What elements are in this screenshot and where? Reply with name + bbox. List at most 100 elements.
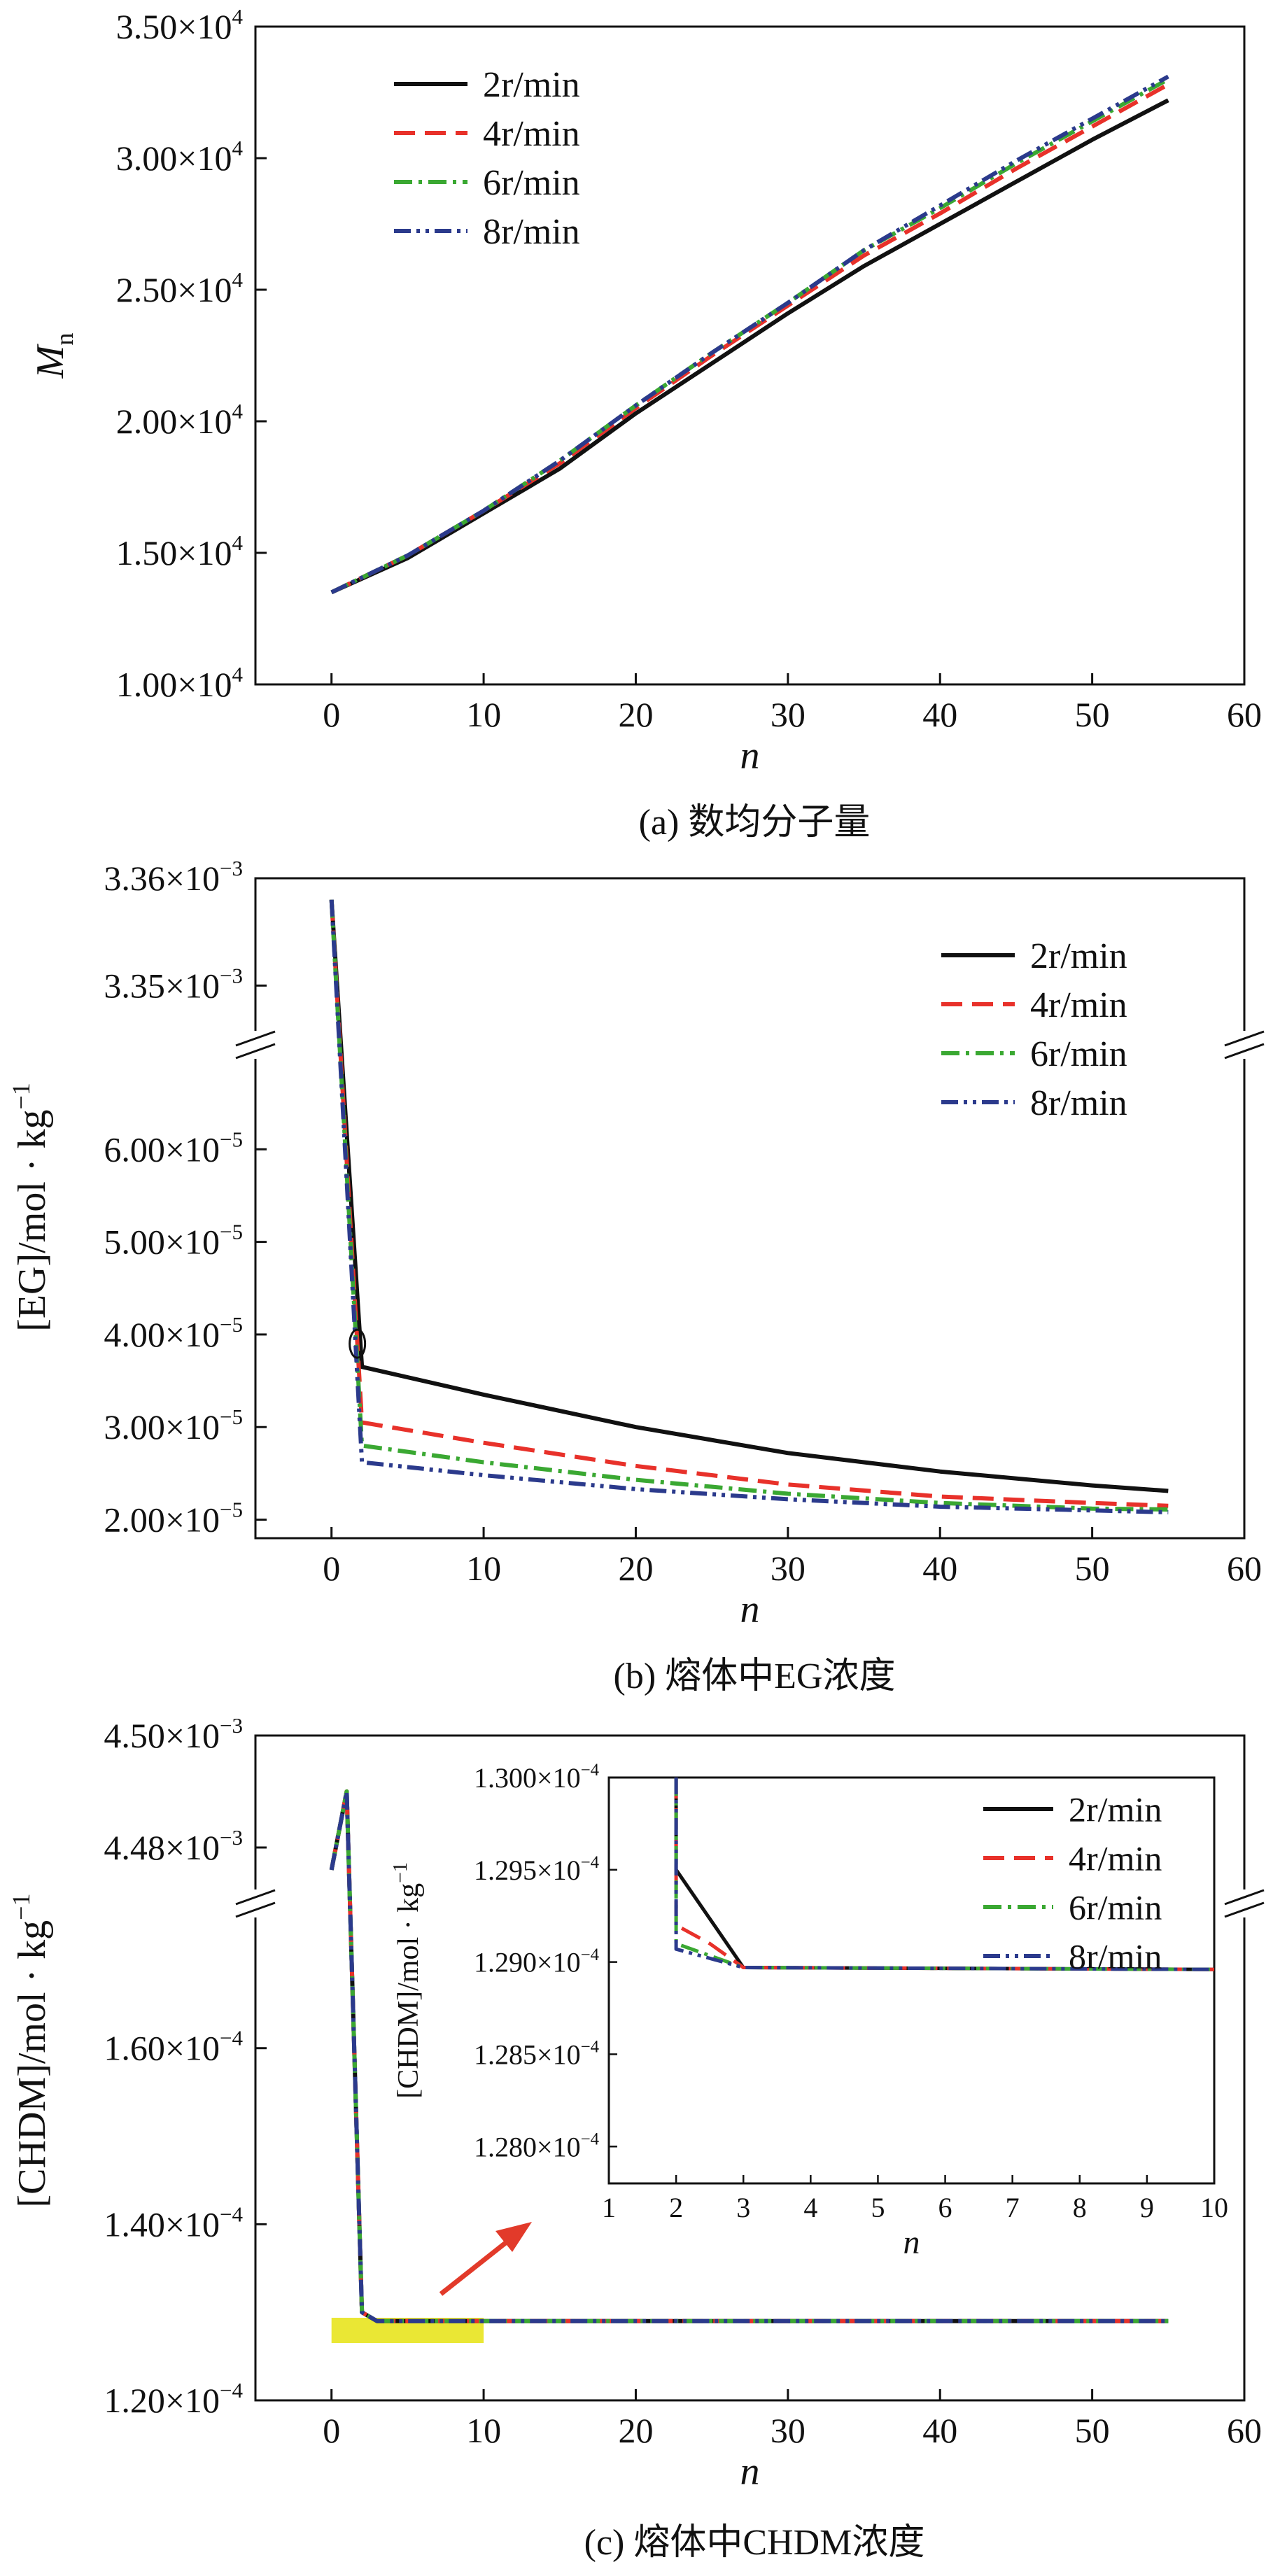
b-ytick-label: 3.36×10−3 (104, 856, 243, 898)
panel-b-caption: (b) 熔体中EG浓度 (614, 1656, 896, 1696)
a-series-4r/min (330, 83, 1169, 595)
c-ytick-label: 4.48×10−3 (104, 1825, 243, 1867)
b-series-4r/min (329, 899, 1169, 1508)
c-zoom-arrow-shaft (439, 2234, 516, 2296)
a-xtick-label: 30 (771, 695, 806, 734)
c-inset-ytick-label: 1.280×10−4 (474, 2130, 600, 2162)
c-inset-xtick-label: 9 (1140, 2192, 1154, 2223)
b-axis-break-mark-left (235, 1043, 276, 1060)
c-inset-legend-label-2: 4r/min (1069, 1839, 1162, 1878)
a-ytick-label: 1.50×104 (116, 530, 244, 572)
c-axis-break-mark-left (235, 1889, 276, 1906)
c-plot-frame (254, 1734, 1246, 2402)
c-series-8r/min (329, 1789, 1169, 2323)
a-series-2r/min (330, 98, 1169, 595)
c-inset-xtick-label: 3 (736, 2192, 750, 2223)
c-inset-legend-label-3: 6r/min (1069, 1888, 1162, 1927)
c-ytick-label: 1.20×10−4 (104, 2378, 243, 2420)
a-xtick-label: 0 (323, 695, 340, 734)
c-inset-x-axis-label: n (903, 2224, 920, 2261)
c-inset-y-axis-label: [CHDM]/mol · kg−1 (390, 1862, 425, 2099)
a-legend-label-4: 8r/min (483, 212, 580, 252)
c-axis-break-mark-right (1224, 1901, 1265, 1918)
c-x-axis-label: n (740, 2450, 760, 2493)
c-inset-xtick-label: 6 (938, 2192, 952, 2223)
c-axis-break-gap-right (1240, 1889, 1249, 1917)
panel-b-eg-chart: 3.35×10−3 3.36×10−3 2.00×10−5 3.00×10−5 4.00… (7, 856, 1265, 1631)
panel-c-caption: (c) 熔体中CHDM浓度 (584, 2523, 925, 2563)
c-axis-break-mark-left (235, 1901, 276, 1918)
a-ytick-label: 2.00×104 (116, 399, 244, 441)
a-ytick-label: 3.50×104 (116, 4, 244, 46)
b-xtick-label: 0 (323, 1549, 340, 1588)
c-inset-ytick-label: 1.295×10−4 (474, 1853, 600, 1886)
b-ytick-label: 6.00×10−5 (104, 1127, 243, 1169)
c-inset-ytick-label: 1.300×10−4 (474, 1761, 600, 1794)
c-axis-break-mark-right (1224, 1889, 1265, 1906)
b-axis-break-mark-right (1224, 1030, 1265, 1047)
a-xtick-label: 40 (922, 695, 957, 734)
a-xtick-label: 10 (466, 695, 501, 734)
a-x-axis-label: n (740, 734, 760, 777)
b-axis-break-mark-right (1224, 1043, 1265, 1060)
b-marker-ellipse (349, 1328, 367, 1359)
a-ytick-label: 1.00×104 (116, 662, 244, 704)
c-inset-xtick-label: 4 (803, 2192, 817, 2223)
b-ytick-label: 2.00×10−5 (104, 1498, 243, 1540)
c-xtick-label: 20 (618, 2411, 653, 2450)
c-inset-xtick-label: 5 (871, 2192, 885, 2223)
c-inset-ytick-label: 1.290×10−4 (474, 1945, 600, 1978)
b-xtick-label: 40 (922, 1549, 957, 1588)
b-xtick-label: 50 (1075, 1549, 1110, 1588)
b-axis-break-gap-left (251, 1031, 260, 1059)
b-xtick-label: 10 (466, 1549, 501, 1588)
a-xtick-label: 20 (618, 695, 653, 734)
a-ytick-label: 2.50×104 (116, 267, 244, 309)
a-legend-label-2: 4r/min (483, 114, 580, 154)
c-xtick-label: 0 (323, 2411, 340, 2450)
b-legend-label-4: 8r/min (1030, 1083, 1127, 1123)
c-xtick-label: 60 (1227, 2411, 1262, 2450)
a-ytick-label: 3.00×104 (116, 136, 244, 178)
c-xtick-label: 10 (466, 2411, 501, 2450)
b-ytick-label: 5.00×10−5 (104, 1220, 243, 1262)
c-inset-series-8r/min (674, 1778, 1214, 1971)
c-ytick-label: 4.50×10−3 (104, 1713, 243, 1755)
c-inset-frame (607, 1776, 1216, 2185)
b-ytick-label: 3.35×10−3 (104, 963, 243, 1005)
b-xtick-label: 30 (771, 1549, 806, 1588)
b-xtick-label: 20 (618, 1549, 653, 1588)
panel-a-mn-chart: 1.00×104 1.50×104 2.00×104 2.50×104 3.00×104… (29, 4, 1262, 777)
b-y-axis-label: [EG]/mol · kg−1 (7, 1083, 54, 1332)
panel-a-caption: (a) 数均分子量 (639, 803, 871, 843)
a-xtick-label: 60 (1227, 695, 1262, 734)
b-series-2r/min (329, 899, 1169, 1493)
c-inset-series-group (674, 1778, 1214, 1971)
c-y-axis-label: [CHDM]/mol · kg−1 (7, 1894, 54, 2208)
panel-c-chdm-chart: 4.48×10−3 4.50×10−3 1.20×10−4 1.40×10−4 1.60… (7, 1713, 1265, 2493)
a-y-axis-label: Mn (29, 333, 78, 379)
c-inset-ytick-label: 1.285×10−4 (474, 2038, 600, 2071)
c-inset-chart: 1.280×10−4 1.285×10−4 1.290×10−4 1.295×10−4… (390, 1761, 1228, 2261)
c-inset-xtick-label: 8 (1073, 2192, 1087, 2223)
b-x-axis-label: n (740, 1588, 760, 1631)
b-legend-label-1: 2r/min (1030, 936, 1127, 976)
b-legend-label-3: 6r/min (1030, 1034, 1127, 1074)
a-series-8r/min (330, 74, 1169, 595)
c-inset-xtick-label: 2 (669, 2192, 683, 2223)
c-inset-xtick-label: 7 (1006, 2192, 1020, 2223)
a-plot-frame (254, 25, 1246, 686)
c-xtick-label: 40 (922, 2411, 957, 2450)
b-axis-break-mark-left (235, 1030, 276, 1047)
c-xtick-label: 50 (1075, 2411, 1110, 2450)
a-legend-label-3: 6r/min (483, 163, 580, 203)
b-plot-frame (254, 877, 1246, 1540)
a-xtick-label: 50 (1075, 695, 1110, 734)
b-series-6r/min (329, 899, 1169, 1512)
b-axis-break-gap-right (1240, 1031, 1249, 1059)
b-series-8r/min (329, 899, 1169, 1514)
c-inset-legend-label-1: 2r/min (1069, 1790, 1162, 1829)
b-ytick-label: 4.00×10−5 (104, 1312, 243, 1354)
c-zoom-arrow-head (495, 2222, 532, 2252)
